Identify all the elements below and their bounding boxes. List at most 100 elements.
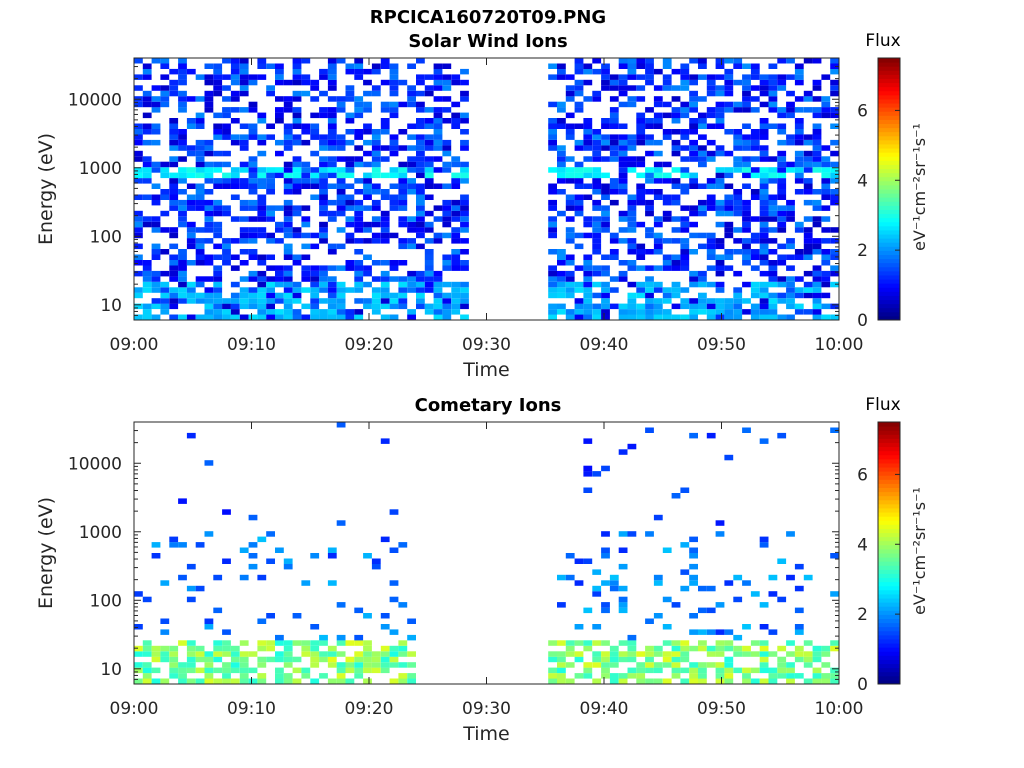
heatmap-cell	[759, 221, 769, 228]
heatmap-cell	[742, 90, 751, 97]
heatmap-cell	[327, 314, 337, 320]
heatmap-cell	[548, 145, 557, 151]
heatmap-cell	[230, 292, 240, 299]
heatmap-cell	[645, 427, 654, 433]
heatmap-cell	[645, 107, 654, 113]
heatmap-cell	[169, 232, 179, 239]
heatmap-cell	[424, 221, 434, 228]
heatmap-cell	[160, 651, 170, 657]
heatmap-cell	[742, 580, 751, 586]
colorbar-step	[878, 512, 900, 517]
heatmap-cell	[574, 161, 584, 168]
heatmap-cell	[662, 161, 672, 168]
heatmap-cell	[662, 58, 672, 64]
heatmap-cell	[812, 678, 822, 684]
heatmap-cell	[592, 221, 602, 228]
heatmap-cell	[609, 276, 619, 282]
heatmap-cell	[574, 63, 584, 69]
heatmap-cell	[627, 243, 637, 250]
heatmap-cell	[777, 58, 787, 64]
heatmap-cell	[645, 205, 654, 211]
heatmap-cell	[698, 629, 707, 635]
heatmap-cell	[407, 662, 416, 668]
heatmap-cell	[574, 651, 584, 657]
heatmap-cell	[442, 292, 452, 299]
heatmap-cell	[389, 194, 399, 200]
heatmap-cell	[257, 281, 267, 288]
heatmap-cell	[354, 96, 364, 102]
heatmap-cell	[433, 68, 443, 75]
heatmap-cell	[239, 303, 249, 310]
heatmap-cell	[204, 651, 214, 657]
heatmap-cell	[433, 145, 443, 151]
heatmap-cell	[706, 79, 716, 86]
colorbar-step	[878, 250, 900, 255]
heatmap-cell	[680, 183, 690, 189]
heatmap-cell	[433, 183, 443, 189]
heatmap-cell	[380, 276, 390, 282]
heatmap-cell	[565, 553, 575, 559]
heatmap-cell	[733, 645, 743, 652]
heatmap-cell	[380, 129, 390, 135]
heatmap-cell	[618, 63, 628, 69]
heatmap-cell	[733, 107, 743, 113]
heatmap-cell	[565, 172, 575, 179]
colorbar-step	[878, 279, 900, 284]
heatmap-cell	[680, 85, 690, 91]
heatmap-cell	[689, 276, 698, 282]
heatmap-cell	[706, 232, 716, 239]
heatmap-cell	[636, 667, 646, 674]
heatmap-cell	[301, 265, 311, 271]
heatmap-cell	[724, 254, 734, 260]
heatmap-cell	[689, 678, 698, 684]
heatmap-cell	[724, 101, 734, 108]
colorbar-step	[878, 139, 900, 145]
heatmap-cell	[169, 656, 179, 663]
heatmap-cell	[354, 260, 364, 266]
heatmap-cell	[363, 221, 372, 228]
heatmap-cell	[548, 292, 557, 299]
heatmap-cell	[601, 314, 610, 320]
colorbar-step	[878, 438, 900, 443]
heatmap-cell	[160, 227, 170, 233]
heatmap-cell	[204, 624, 214, 630]
heatmap-cell	[424, 172, 434, 179]
heatmap-cell	[283, 292, 293, 299]
heatmap-cell	[645, 281, 654, 288]
heatmap-cell	[248, 123, 258, 129]
heatmap-cell	[609, 287, 619, 293]
heatmap-cell	[275, 309, 284, 315]
colorbar-step	[878, 606, 900, 611]
heatmap-cell	[407, 634, 416, 641]
heatmap-cell	[336, 662, 346, 668]
heatmap-cell	[283, 101, 293, 108]
heatmap-cell	[151, 678, 161, 684]
heatmap-cell	[204, 139, 214, 146]
heatmap-cell	[186, 68, 196, 75]
heatmap-cell	[698, 156, 707, 162]
heatmap-cell	[750, 74, 760, 80]
heatmap-cell	[257, 178, 267, 184]
colorbar-step	[878, 258, 900, 264]
colorbar-step	[878, 111, 900, 116]
colorbar-step	[878, 283, 900, 288]
heatmap-cell	[248, 270, 258, 277]
heatmap-cell	[830, 591, 839, 597]
heatmap-cell	[292, 210, 302, 217]
colorbar-step	[878, 479, 900, 484]
heatmap-cell	[186, 227, 196, 233]
heatmap-cell	[636, 139, 646, 146]
heatmap-cell	[627, 134, 637, 140]
heatmap-cell	[724, 107, 734, 113]
heatmap-cell	[680, 79, 690, 86]
heatmap-cell	[433, 107, 443, 113]
heatmap-cell	[592, 624, 602, 630]
heatmap-cell	[698, 74, 707, 80]
heatmap-cell	[345, 656, 355, 663]
heatmap-cell	[310, 624, 320, 630]
heatmap-cell	[565, 287, 575, 293]
heatmap-cell	[653, 161, 663, 168]
heatmap-cell	[671, 139, 681, 146]
heatmap-cell	[248, 667, 258, 674]
heatmap-cell	[715, 123, 725, 129]
